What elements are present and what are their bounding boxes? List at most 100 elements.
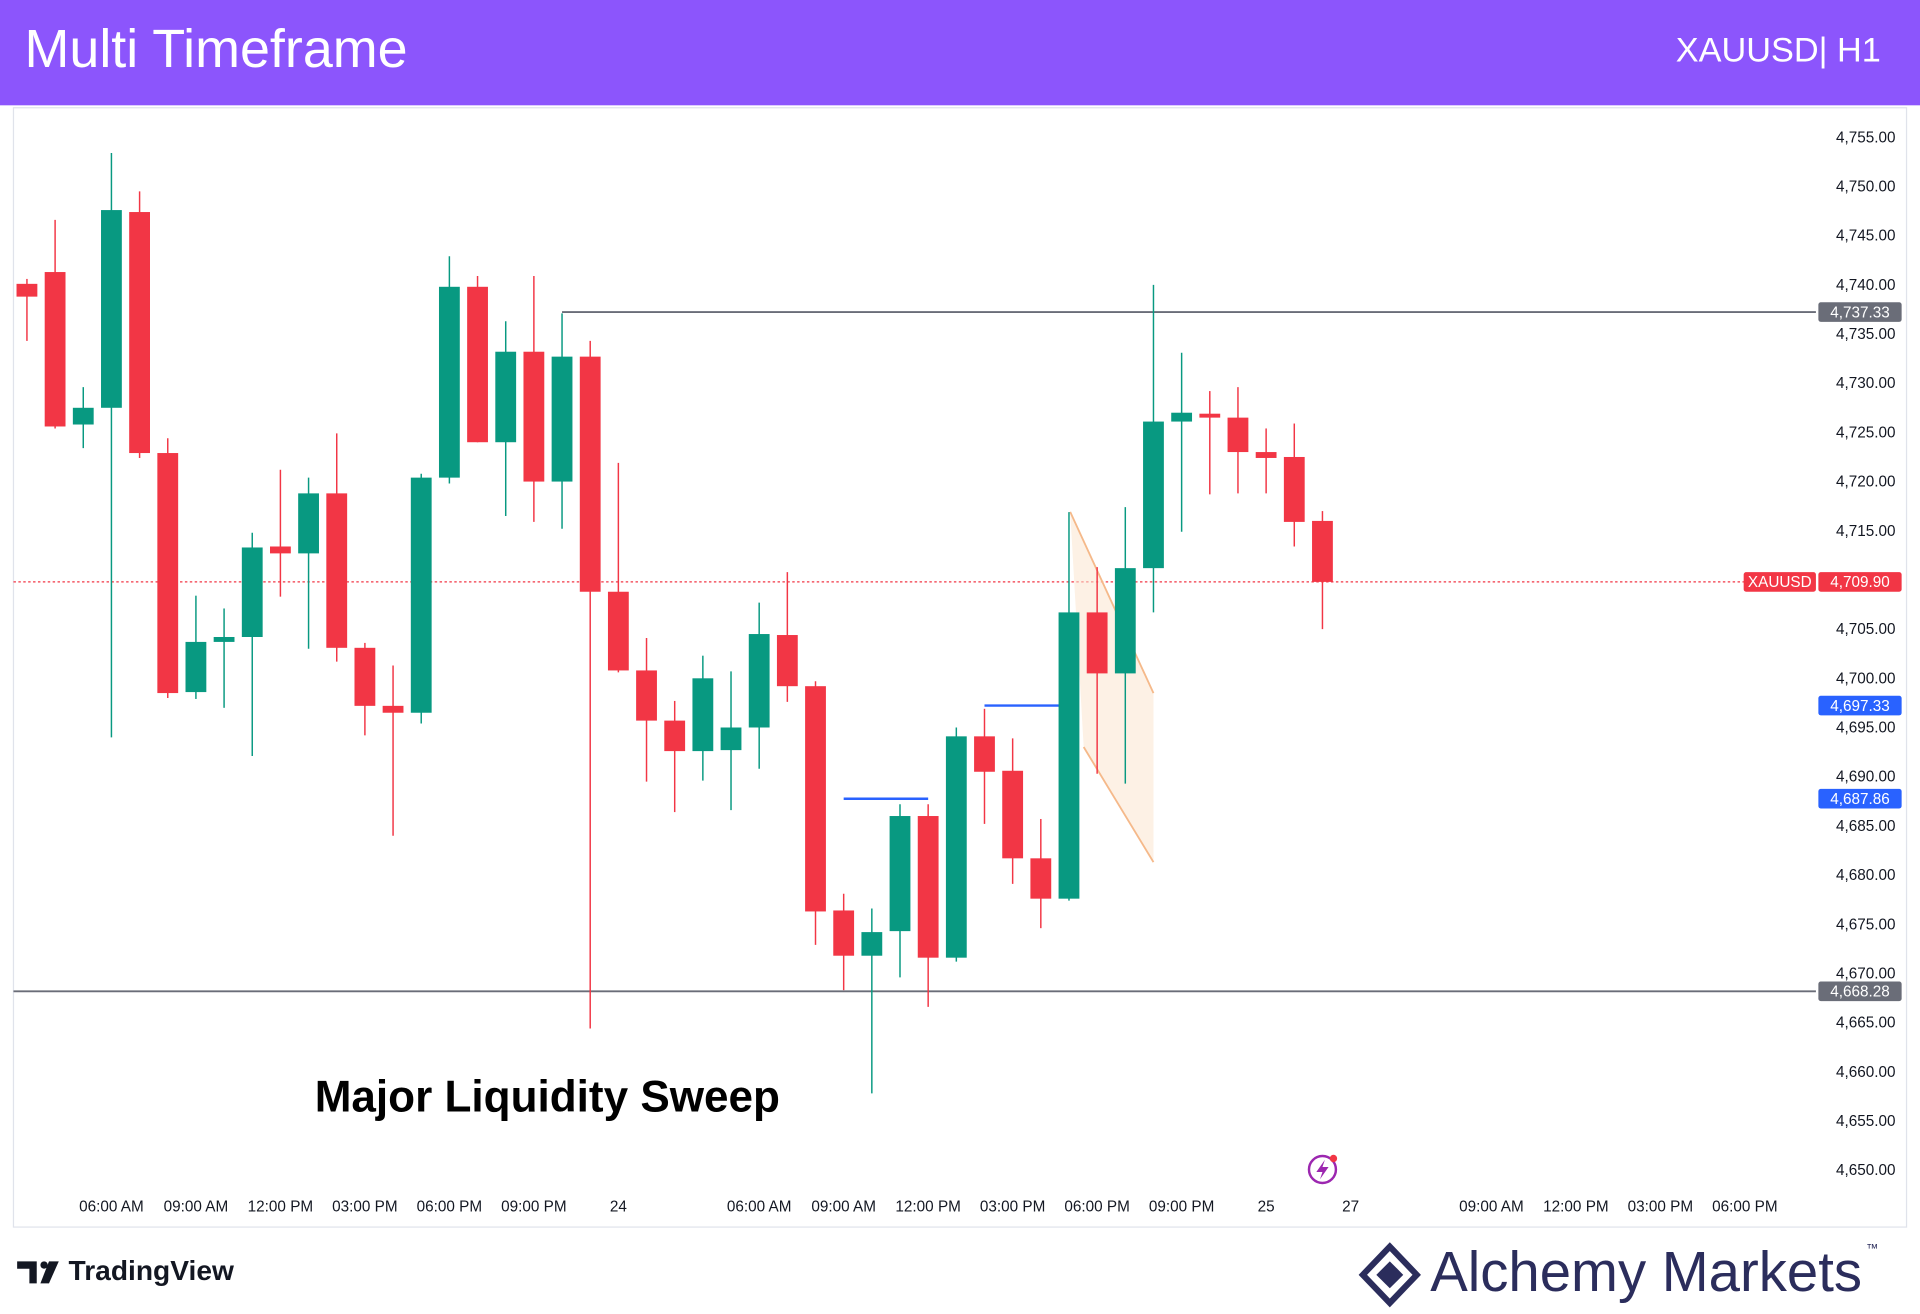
x-tick-label: 06:00 PM (417, 1199, 482, 1216)
x-tick-label: 03:00 PM (332, 1199, 397, 1216)
level-tag (1818, 788, 1902, 809)
y-tick-label: 4,660.00 (1836, 1064, 1896, 1081)
x-tick-label: 12:00 PM (895, 1199, 960, 1216)
x-tick-label: 25 (1258, 1199, 1275, 1216)
y-tick-label: 4,700.00 (1836, 670, 1896, 687)
level-tag-label: 4,697.33 (1830, 698, 1890, 715)
brand-name: Alchemy Markets (1430, 1240, 1862, 1303)
y-tick-label: 4,705.00 (1836, 621, 1896, 638)
y-tick-label: 4,730.00 (1836, 375, 1896, 392)
candle-body (241, 547, 263, 637)
y-tick-label: 4,650.00 (1836, 1162, 1896, 1179)
y-tick-label: 4,750.00 (1836, 178, 1896, 195)
candle-body (16, 283, 38, 297)
y-tick-label: 4,740.00 (1836, 277, 1896, 294)
tradingview-logo (17, 1261, 59, 1284)
x-tick-label: 12:00 PM (248, 1199, 313, 1216)
candle-body (467, 286, 488, 443)
candle-body (607, 591, 629, 671)
candle-body (776, 635, 798, 687)
candle-body (1312, 520, 1333, 582)
y-tick-label: 4,725.00 (1836, 424, 1896, 441)
y-tick-label: 4,695.00 (1836, 720, 1896, 737)
candle-body (129, 212, 150, 454)
candle-body (270, 546, 291, 554)
platform-name: TradingView (69, 1255, 234, 1286)
x-tick-label: 09:00 AM (164, 1199, 229, 1216)
x-tick-label: 06:00 AM (727, 1199, 792, 1216)
trademark: ™ (1866, 1241, 1878, 1255)
x-tick-label: 06:00 PM (1064, 1199, 1129, 1216)
last-price-label: 4,709.90 (1830, 574, 1890, 591)
header-title: Multi Timeframe (24, 19, 407, 79)
x-tick-label: 24 (610, 1199, 628, 1216)
last-price-tag (1818, 572, 1902, 592)
x-tick-label: 09:00 AM (811, 1199, 876, 1216)
candle-body (720, 727, 742, 751)
candle-body (889, 816, 911, 932)
y-tick-label: 4,715.00 (1836, 523, 1896, 540)
level-tag (1818, 981, 1902, 1002)
x-tick-label: 09:00 PM (1149, 1199, 1214, 1216)
candle-body (44, 272, 66, 427)
candle-body (213, 636, 235, 642)
candle-body (1255, 452, 1277, 458)
candle-body (1171, 412, 1193, 422)
candle-body (1227, 417, 1249, 453)
candle-body (1199, 413, 1221, 418)
candle-body (1283, 456, 1305, 522)
x-tick-label: 03:00 PM (1628, 1199, 1693, 1216)
candle-body (1086, 612, 1108, 674)
candle-body (185, 641, 207, 693)
candle-body (1058, 612, 1080, 899)
candle-body (410, 477, 432, 713)
flag-pattern (1070, 511, 1154, 863)
level-tag-label: 4,687.86 (1830, 791, 1890, 808)
annotation: Major Liquidity Sweep (315, 1072, 780, 1121)
y-tick-label: 4,680.00 (1836, 867, 1896, 884)
level-tag (1818, 695, 1902, 716)
candle-body (551, 356, 573, 482)
candle-body (157, 453, 179, 694)
y-tick-label: 4,735.00 (1836, 326, 1896, 343)
candle-body (523, 351, 545, 482)
x-tick-label: 06:00 PM (1712, 1199, 1777, 1216)
y-tick-label: 4,720.00 (1836, 474, 1896, 491)
candle-body (917, 816, 939, 958)
candle-body (438, 286, 460, 478)
candle-body (1114, 568, 1136, 674)
x-tick-label: 27 (1342, 1199, 1359, 1216)
x-tick-label: 06:00 AM (79, 1199, 144, 1216)
candle-body (748, 634, 770, 728)
marks (16, 153, 1333, 1094)
chart-frame (12, 107, 1908, 1228)
candle-body (974, 736, 995, 772)
candle-body (664, 720, 686, 752)
candle-body (692, 678, 714, 752)
y-tick-label: 4,690.00 (1836, 769, 1896, 786)
candle-body (945, 736, 967, 958)
lightning-icon (1307, 1154, 1338, 1185)
header-symbol: XAUUSD| H1 (1676, 32, 1881, 70)
candle-body (1030, 858, 1052, 899)
y-tick-label: 4,655.00 (1836, 1113, 1896, 1130)
x-tick-label: 09:00 PM (501, 1199, 566, 1216)
last-price-name: XAUUSD (1748, 574, 1812, 591)
x-tick-label: 09:00 AM (1459, 1199, 1524, 1216)
last-price-name-tag (1743, 572, 1816, 592)
candle-body (579, 356, 601, 592)
candle-body (354, 647, 376, 706)
y-tick-label: 4,665.00 (1836, 1015, 1896, 1032)
y-tick-label: 4,745.00 (1836, 228, 1896, 245)
y-tick-label: 4,685.00 (1836, 818, 1896, 835)
candle-body (101, 210, 122, 408)
y-tick-label: 4,675.00 (1836, 916, 1896, 933)
candle-body (861, 932, 883, 956)
plot-area: 4,650.00 4,655.00 4,660.00 4,665.00 4,670.00… (13, 129, 1896, 1216)
candle-body (72, 407, 94, 425)
y-tick-label: 4,755.00 (1836, 129, 1896, 146)
candle-body (833, 910, 855, 956)
candle-body (1002, 770, 1024, 859)
